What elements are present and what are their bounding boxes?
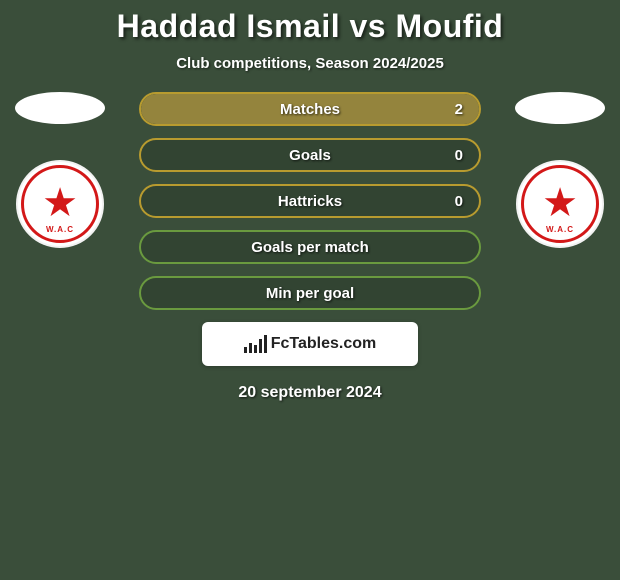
- star-icon: ★: [542, 183, 578, 223]
- stat-label: Hattricks: [141, 193, 479, 210]
- chart-icon: [244, 335, 267, 353]
- player-left-avatar: [15, 92, 105, 124]
- player-right-club-badge: ★ W.A.C: [516, 160, 604, 248]
- stat-row: Goals0: [139, 138, 481, 172]
- fctables-label: FcTables.com: [271, 335, 377, 353]
- stat-row: Matches2: [139, 92, 481, 126]
- stat-label: Goals per match: [141, 239, 479, 256]
- stat-label: Matches: [141, 101, 479, 118]
- comparison-card: Haddad Ismail vs Moufid Club competition…: [0, 0, 620, 580]
- stat-row: Goals per match: [139, 230, 481, 264]
- main-area: ★ W.A.C ★ W.A.C Matches2Goals0Hattricks0…: [0, 92, 620, 402]
- subtitle: Club competitions, Season 2024/2025: [0, 55, 620, 72]
- stat-row: Hattricks0: [139, 184, 481, 218]
- stats-list: Matches2Goals0Hattricks0Goals per matchM…: [139, 92, 481, 310]
- stat-label: Goals: [141, 147, 479, 164]
- stat-value: 0: [455, 147, 463, 164]
- player-left-club-badge: ★ W.A.C: [16, 160, 104, 248]
- club-badge-text-right: W.A.C: [546, 225, 574, 234]
- star-icon: ★: [42, 183, 78, 223]
- page-title: Haddad Ismail vs Moufid: [0, 0, 620, 45]
- player-right-avatar: [515, 92, 605, 124]
- fctables-watermark: FcTables.com: [202, 322, 418, 366]
- date-label: 20 september 2024: [0, 384, 620, 402]
- club-badge-text-left: W.A.C: [46, 225, 74, 234]
- stat-row: Min per goal: [139, 276, 481, 310]
- stat-value: 2: [455, 101, 463, 118]
- stat-label: Min per goal: [141, 285, 479, 302]
- player-right-column: ★ W.A.C: [500, 92, 620, 248]
- player-left-column: ★ W.A.C: [0, 92, 120, 248]
- stat-value: 0: [455, 193, 463, 210]
